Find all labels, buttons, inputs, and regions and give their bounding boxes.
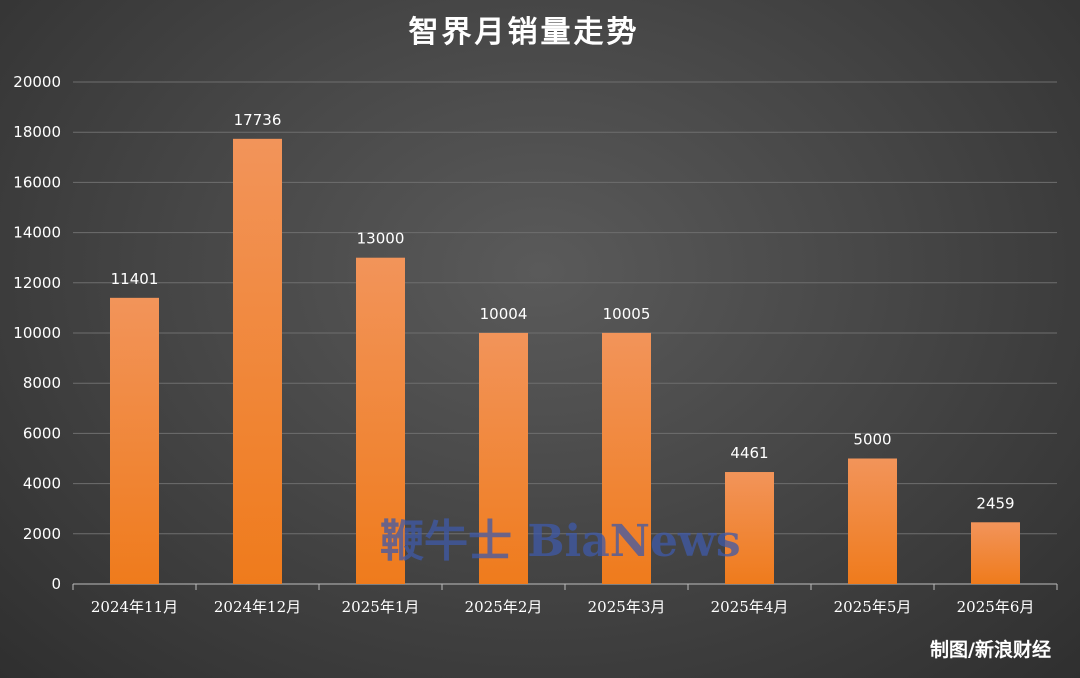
watermark: 鞭牛士 BiaNews bbox=[380, 516, 741, 567]
bar bbox=[725, 472, 774, 584]
x-tick-label: 2025年4月 bbox=[711, 598, 789, 616]
bar bbox=[602, 332, 651, 584]
y-tick-label: 8000 bbox=[23, 374, 61, 392]
chart-credit: 制图/新浪财经 bbox=[930, 638, 1051, 661]
data-label: 10004 bbox=[480, 305, 528, 323]
bar bbox=[971, 522, 1020, 584]
y-tick-label: 20000 bbox=[13, 73, 61, 91]
data-label: 10005 bbox=[603, 305, 651, 323]
x-tick-label: 2025年1月 bbox=[342, 598, 420, 616]
chart-title: 智界月销量走势 bbox=[409, 15, 640, 50]
bar bbox=[848, 458, 897, 584]
x-tick-label: 2024年12月 bbox=[214, 598, 301, 616]
y-tick-label: 0 bbox=[51, 575, 61, 593]
y-tick-label: 6000 bbox=[23, 424, 61, 442]
bar bbox=[479, 332, 528, 584]
y-tick-label: 14000 bbox=[13, 224, 61, 242]
bar bbox=[233, 138, 282, 584]
y-tick-label: 2000 bbox=[23, 525, 61, 543]
bar bbox=[110, 297, 159, 584]
y-tick-label: 18000 bbox=[13, 123, 61, 141]
data-label: 5000 bbox=[853, 431, 891, 449]
x-tick-label: 2025年3月 bbox=[588, 598, 666, 616]
data-label: 4461 bbox=[730, 444, 768, 462]
x-tick-label: 2025年6月 bbox=[957, 598, 1035, 616]
data-label: 13000 bbox=[357, 230, 405, 248]
y-tick-label: 4000 bbox=[23, 475, 61, 493]
x-tick-label: 2025年5月 bbox=[834, 598, 912, 616]
x-tick-label: 2024年11月 bbox=[91, 598, 178, 616]
data-label: 11401 bbox=[111, 270, 159, 288]
y-tick-label: 12000 bbox=[13, 274, 61, 292]
y-tick-label: 16000 bbox=[13, 173, 61, 191]
y-tick-label: 10000 bbox=[13, 324, 61, 342]
data-label: 17736 bbox=[234, 111, 282, 129]
x-tick-label: 2025年2月 bbox=[465, 598, 543, 616]
bar bbox=[356, 257, 405, 584]
data-label: 2459 bbox=[976, 494, 1014, 512]
